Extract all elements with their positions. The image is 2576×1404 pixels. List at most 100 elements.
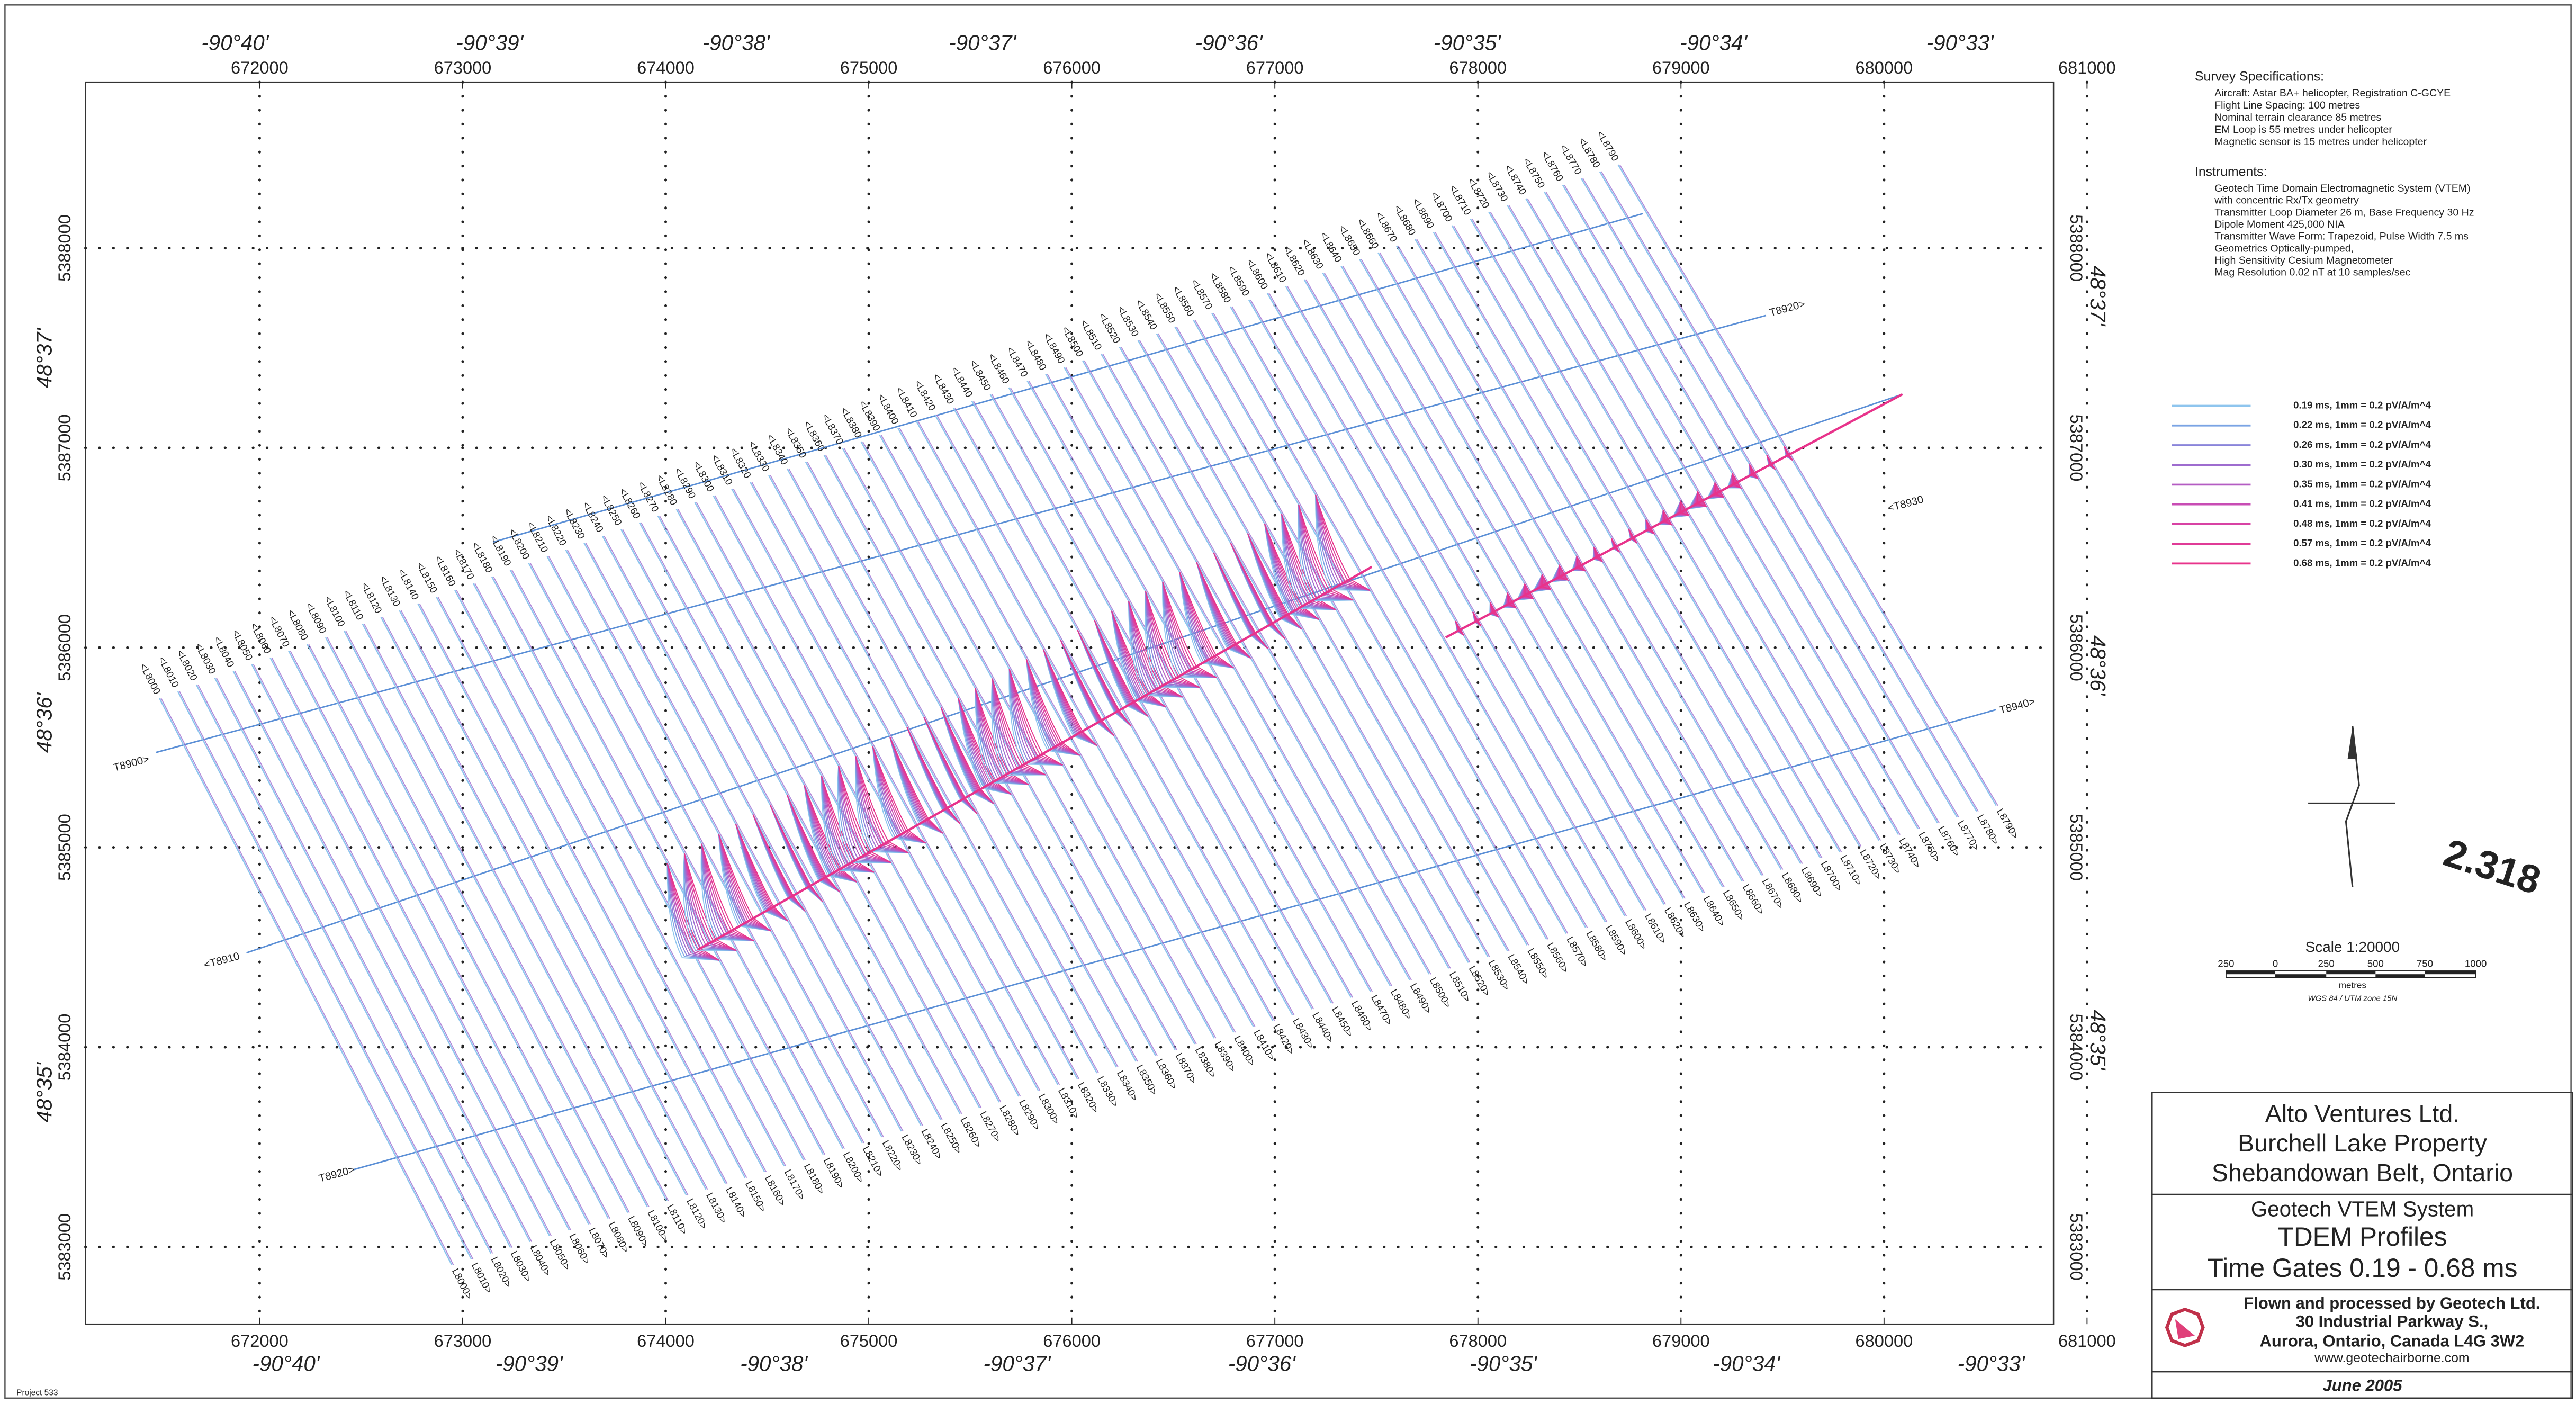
em-profile xyxy=(1162,581,1217,678)
em-profile xyxy=(1281,514,1337,610)
em-profile xyxy=(701,843,754,941)
flight-line xyxy=(566,549,884,1138)
em-profile xyxy=(701,843,754,941)
em-profile xyxy=(855,756,909,853)
em-profile xyxy=(1162,581,1217,678)
flight-line xyxy=(638,522,961,1114)
em-profile xyxy=(1749,464,1759,479)
em-profile xyxy=(1315,494,1371,591)
company-line: Aurora, Ontario, Canada L4G 3W2 xyxy=(2259,1332,2524,1351)
flight-line xyxy=(1137,340,1489,957)
em-profile xyxy=(1628,528,1637,544)
em-profile xyxy=(787,795,840,893)
em-profile xyxy=(992,678,1046,776)
em-profile xyxy=(992,678,1046,776)
specs-item: Flight Line Spacing: 100 metres xyxy=(2214,100,2360,111)
easting-label: 679000 xyxy=(1652,1331,1710,1351)
em-profile xyxy=(821,775,875,873)
flight-line xyxy=(1361,259,1725,887)
em-profile xyxy=(1281,514,1336,610)
flight-line xyxy=(604,536,923,1126)
em-profile xyxy=(1281,514,1336,610)
flight-line xyxy=(1231,306,1588,928)
flight-line xyxy=(528,563,844,1149)
flight-line xyxy=(399,610,707,1190)
flight-line xyxy=(1599,171,1977,812)
em-profile xyxy=(821,776,875,873)
flight-line xyxy=(345,630,650,1208)
flight-line xyxy=(659,516,982,1109)
easting-label: 675000 xyxy=(840,58,898,77)
northing-label: 5385000 xyxy=(2067,814,2086,881)
flight-line xyxy=(1340,265,1704,894)
instrument-item: Transmitter Wave Form: Trapezoid, Pulse … xyxy=(2214,231,2469,242)
flight-line xyxy=(879,434,1215,1039)
northing-label: 5388000 xyxy=(2067,214,2086,282)
flight-line xyxy=(1525,198,1899,835)
em-profile xyxy=(837,766,891,863)
instrument-item: Mag Resolution 0.02 nT at 10 samples/sec xyxy=(2214,267,2410,278)
flight-line xyxy=(1582,178,1959,818)
northing-label: 5384000 xyxy=(55,1014,74,1081)
easting-label: 678000 xyxy=(1449,58,1507,77)
em-profile xyxy=(1128,601,1183,698)
company-line: 30 Industrial Parkway S., xyxy=(2295,1312,2488,1330)
northing-label: 5383000 xyxy=(55,1213,74,1281)
em-profile xyxy=(854,756,909,853)
longitude-label: -90°40' xyxy=(253,1351,320,1375)
em-profile xyxy=(769,804,823,902)
legend-label: 0.26 ms, 1mm = 0.2 pV/A/m^4 xyxy=(2293,439,2431,450)
flight-line xyxy=(1527,198,1901,835)
em-profile xyxy=(1162,581,1217,678)
flight-line xyxy=(253,664,552,1236)
latitude-label: 48°37' xyxy=(32,327,57,388)
longitude-label: -90°39' xyxy=(456,30,524,55)
flight-line xyxy=(1601,171,1979,812)
flight-line xyxy=(751,482,1080,1079)
flight-line xyxy=(1287,286,1646,911)
em-profile xyxy=(666,863,719,961)
longitude-label: -90°37' xyxy=(983,1351,1051,1375)
scale-title: Scale 1:20000 xyxy=(2305,939,2400,955)
em-profile xyxy=(1315,494,1371,591)
em-profile xyxy=(838,766,891,863)
em-profile xyxy=(683,853,737,951)
flight-line xyxy=(308,644,610,1219)
flight-line xyxy=(417,603,726,1184)
em-profile xyxy=(1008,669,1063,766)
em-profile xyxy=(1298,504,1354,601)
flight-line xyxy=(1322,272,1685,899)
longitude-label: -90°36' xyxy=(1195,30,1263,55)
easting-label: 676000 xyxy=(1043,58,1101,77)
em-profile xyxy=(838,766,892,863)
flight-line xyxy=(657,515,980,1109)
easting-label: 681000 xyxy=(2058,58,2116,77)
flight-line xyxy=(973,401,1314,1010)
flight-line xyxy=(269,657,570,1231)
em-profile xyxy=(1489,602,1499,617)
em-profile xyxy=(683,853,737,951)
latitude-label: 48°35' xyxy=(32,1062,57,1123)
easting-label: 680000 xyxy=(1855,1331,1913,1351)
em-profile xyxy=(683,853,737,951)
scale-tick-label: 250 xyxy=(2218,958,2234,969)
em-profile xyxy=(975,688,1029,785)
em-profile xyxy=(821,775,875,873)
flight-line xyxy=(1471,218,1842,852)
flight-line xyxy=(1379,252,1744,881)
flight-line xyxy=(325,637,628,1213)
em-profile xyxy=(872,746,926,844)
em-profile xyxy=(666,863,719,961)
flight-line xyxy=(1211,313,1567,934)
em-profile xyxy=(1766,455,1776,470)
instrument-item: High Sensitivity Cesium Magnetometer xyxy=(2214,255,2393,266)
em-profile xyxy=(958,698,1012,795)
em-profile xyxy=(701,843,754,941)
em-profile xyxy=(838,766,891,863)
flight-line xyxy=(436,596,746,1178)
flight-line xyxy=(1435,232,1803,864)
flight-line xyxy=(214,678,511,1248)
em-profile xyxy=(1145,591,1200,688)
em-profile xyxy=(838,766,891,863)
em-profile xyxy=(1230,543,1285,640)
